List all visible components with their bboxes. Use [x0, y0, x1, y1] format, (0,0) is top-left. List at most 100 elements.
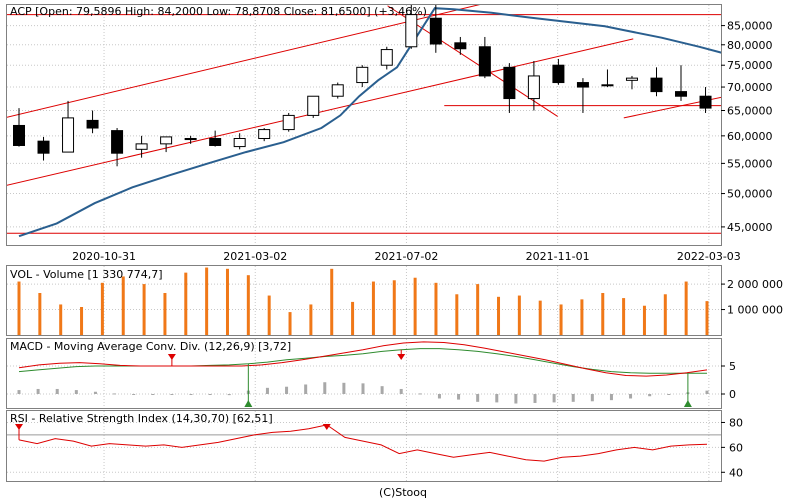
macd-histogram-bar	[151, 394, 155, 395]
candle-down	[576, 82, 589, 88]
axis-labels: 2020-10-31 2021-03-02 2021-07-02 2021-11-01…	[72, 20, 783, 480]
chart-series	[7, 5, 785, 462]
macd-histogram-bar	[495, 394, 499, 403]
volume-bar	[309, 304, 313, 335]
x-tick-label: 2021-07-02	[374, 250, 438, 263]
volume-bar	[351, 301, 355, 335]
candle-down	[503, 66, 516, 100]
volume-bar	[580, 299, 584, 335]
candle-down	[454, 42, 467, 50]
macd-histogram-bar	[361, 383, 365, 394]
candle-down	[209, 137, 222, 146]
macd-histogram-bar	[93, 391, 97, 394]
price-y-tick-label: 70,0000	[727, 81, 773, 94]
volume-bar	[142, 284, 146, 335]
price-y-tick-label: 50,0000	[727, 188, 773, 201]
volume-bar	[455, 294, 459, 335]
volume-bar	[601, 293, 605, 335]
candle-up	[625, 77, 638, 81]
macd-histogram-bar	[74, 390, 78, 394]
candle-up	[307, 95, 320, 116]
volume-bar	[705, 301, 709, 335]
candle-up	[356, 66, 369, 84]
volume-bar	[434, 282, 438, 335]
candle-up	[258, 129, 271, 139]
candle-down	[552, 64, 565, 84]
vol-panel-frame	[6, 265, 722, 336]
volume-bar	[622, 298, 626, 335]
volume-bar	[267, 295, 271, 335]
volume-bar	[288, 312, 292, 335]
volume-bar	[371, 281, 375, 335]
volume-y-tick-label: 2 000 000	[727, 278, 783, 291]
candle-up	[380, 49, 393, 66]
volume-bar	[121, 276, 125, 335]
macd-histogram-bar	[418, 393, 422, 395]
macd-panel-frame	[6, 338, 722, 409]
volume-bar	[17, 281, 21, 335]
macd-histogram-bar	[55, 388, 59, 394]
candle-down	[478, 46, 491, 77]
footer-copyright: (C)Stooq	[379, 486, 427, 499]
macd-histogram-bar	[476, 394, 480, 402]
macd-y-tick-label: 5	[729, 360, 736, 373]
volume-bar	[163, 293, 167, 335]
price-y-tick-label: 85,0000	[727, 20, 773, 33]
rsi-sell-signal-marker	[15, 424, 23, 430]
volume-bar	[205, 267, 209, 335]
candle-down	[650, 77, 663, 93]
macd-histogram-bar	[113, 393, 117, 395]
macd-histogram-bar	[705, 390, 709, 394]
macd-histogram-bar	[132, 394, 136, 395]
sell-signal-marker	[397, 354, 406, 360]
volume-bar	[100, 282, 104, 335]
candle-up	[62, 117, 75, 153]
price-y-tick-label: 65,0000	[727, 105, 773, 118]
x-tick-label: 2021-03-02	[223, 250, 287, 263]
macd-histogram-bar	[667, 394, 671, 395]
candle-up	[527, 75, 540, 100]
price-panel-frame	[6, 4, 722, 246]
rsi-panel-label: RSI - Relative Strength Index (14,30,70)…	[10, 412, 273, 425]
price-series	[7, 5, 785, 238]
macd-histogram-bar	[552, 394, 556, 403]
macd-histogram-bar	[514, 394, 518, 404]
macd-y-tick-label: 0	[729, 388, 736, 401]
candle-up	[282, 114, 295, 131]
price-y-tick-label: 75,0000	[727, 59, 773, 72]
volume-bar	[246, 275, 250, 335]
trendline	[623, 96, 721, 119]
candle-down	[37, 140, 50, 154]
price-y-tick-label: 80,0000	[727, 39, 773, 52]
candle-down	[13, 124, 25, 146]
panel-frames	[6, 4, 722, 482]
candle-down	[86, 119, 99, 129]
candle-down	[675, 91, 688, 97]
macd-histogram-bar	[323, 382, 327, 394]
volume-bar	[184, 272, 188, 335]
candle-up	[405, 14, 418, 48]
candle-down	[429, 17, 442, 45]
x-tick-label: 2021-11-01	[526, 250, 590, 263]
candle-up	[774, 92, 785, 94]
macd-histogram-bar	[590, 394, 594, 402]
candle-down	[184, 137, 197, 141]
volume-bar	[538, 300, 542, 335]
macd-histogram-bar	[189, 394, 193, 395]
rsi-y-tick-label: 80	[729, 416, 743, 429]
buy-signal-marker	[244, 400, 253, 407]
volume-bar	[413, 277, 417, 335]
candle-up	[160, 136, 173, 145]
rsi-y-tick-label: 40	[729, 466, 743, 479]
candle-down	[111, 130, 124, 154]
macd-histogram-bar	[304, 384, 308, 394]
macd-histogram-bar	[533, 394, 537, 403]
moving-average-line	[18, 7, 721, 238]
volume-bar	[476, 284, 480, 335]
macd-histogram-bar	[648, 394, 652, 397]
macd-histogram-bar	[265, 387, 269, 394]
rsi-panel-frame	[6, 410, 722, 482]
rsi-y-tick-label: 60	[729, 441, 743, 454]
volume-bar	[38, 293, 42, 335]
